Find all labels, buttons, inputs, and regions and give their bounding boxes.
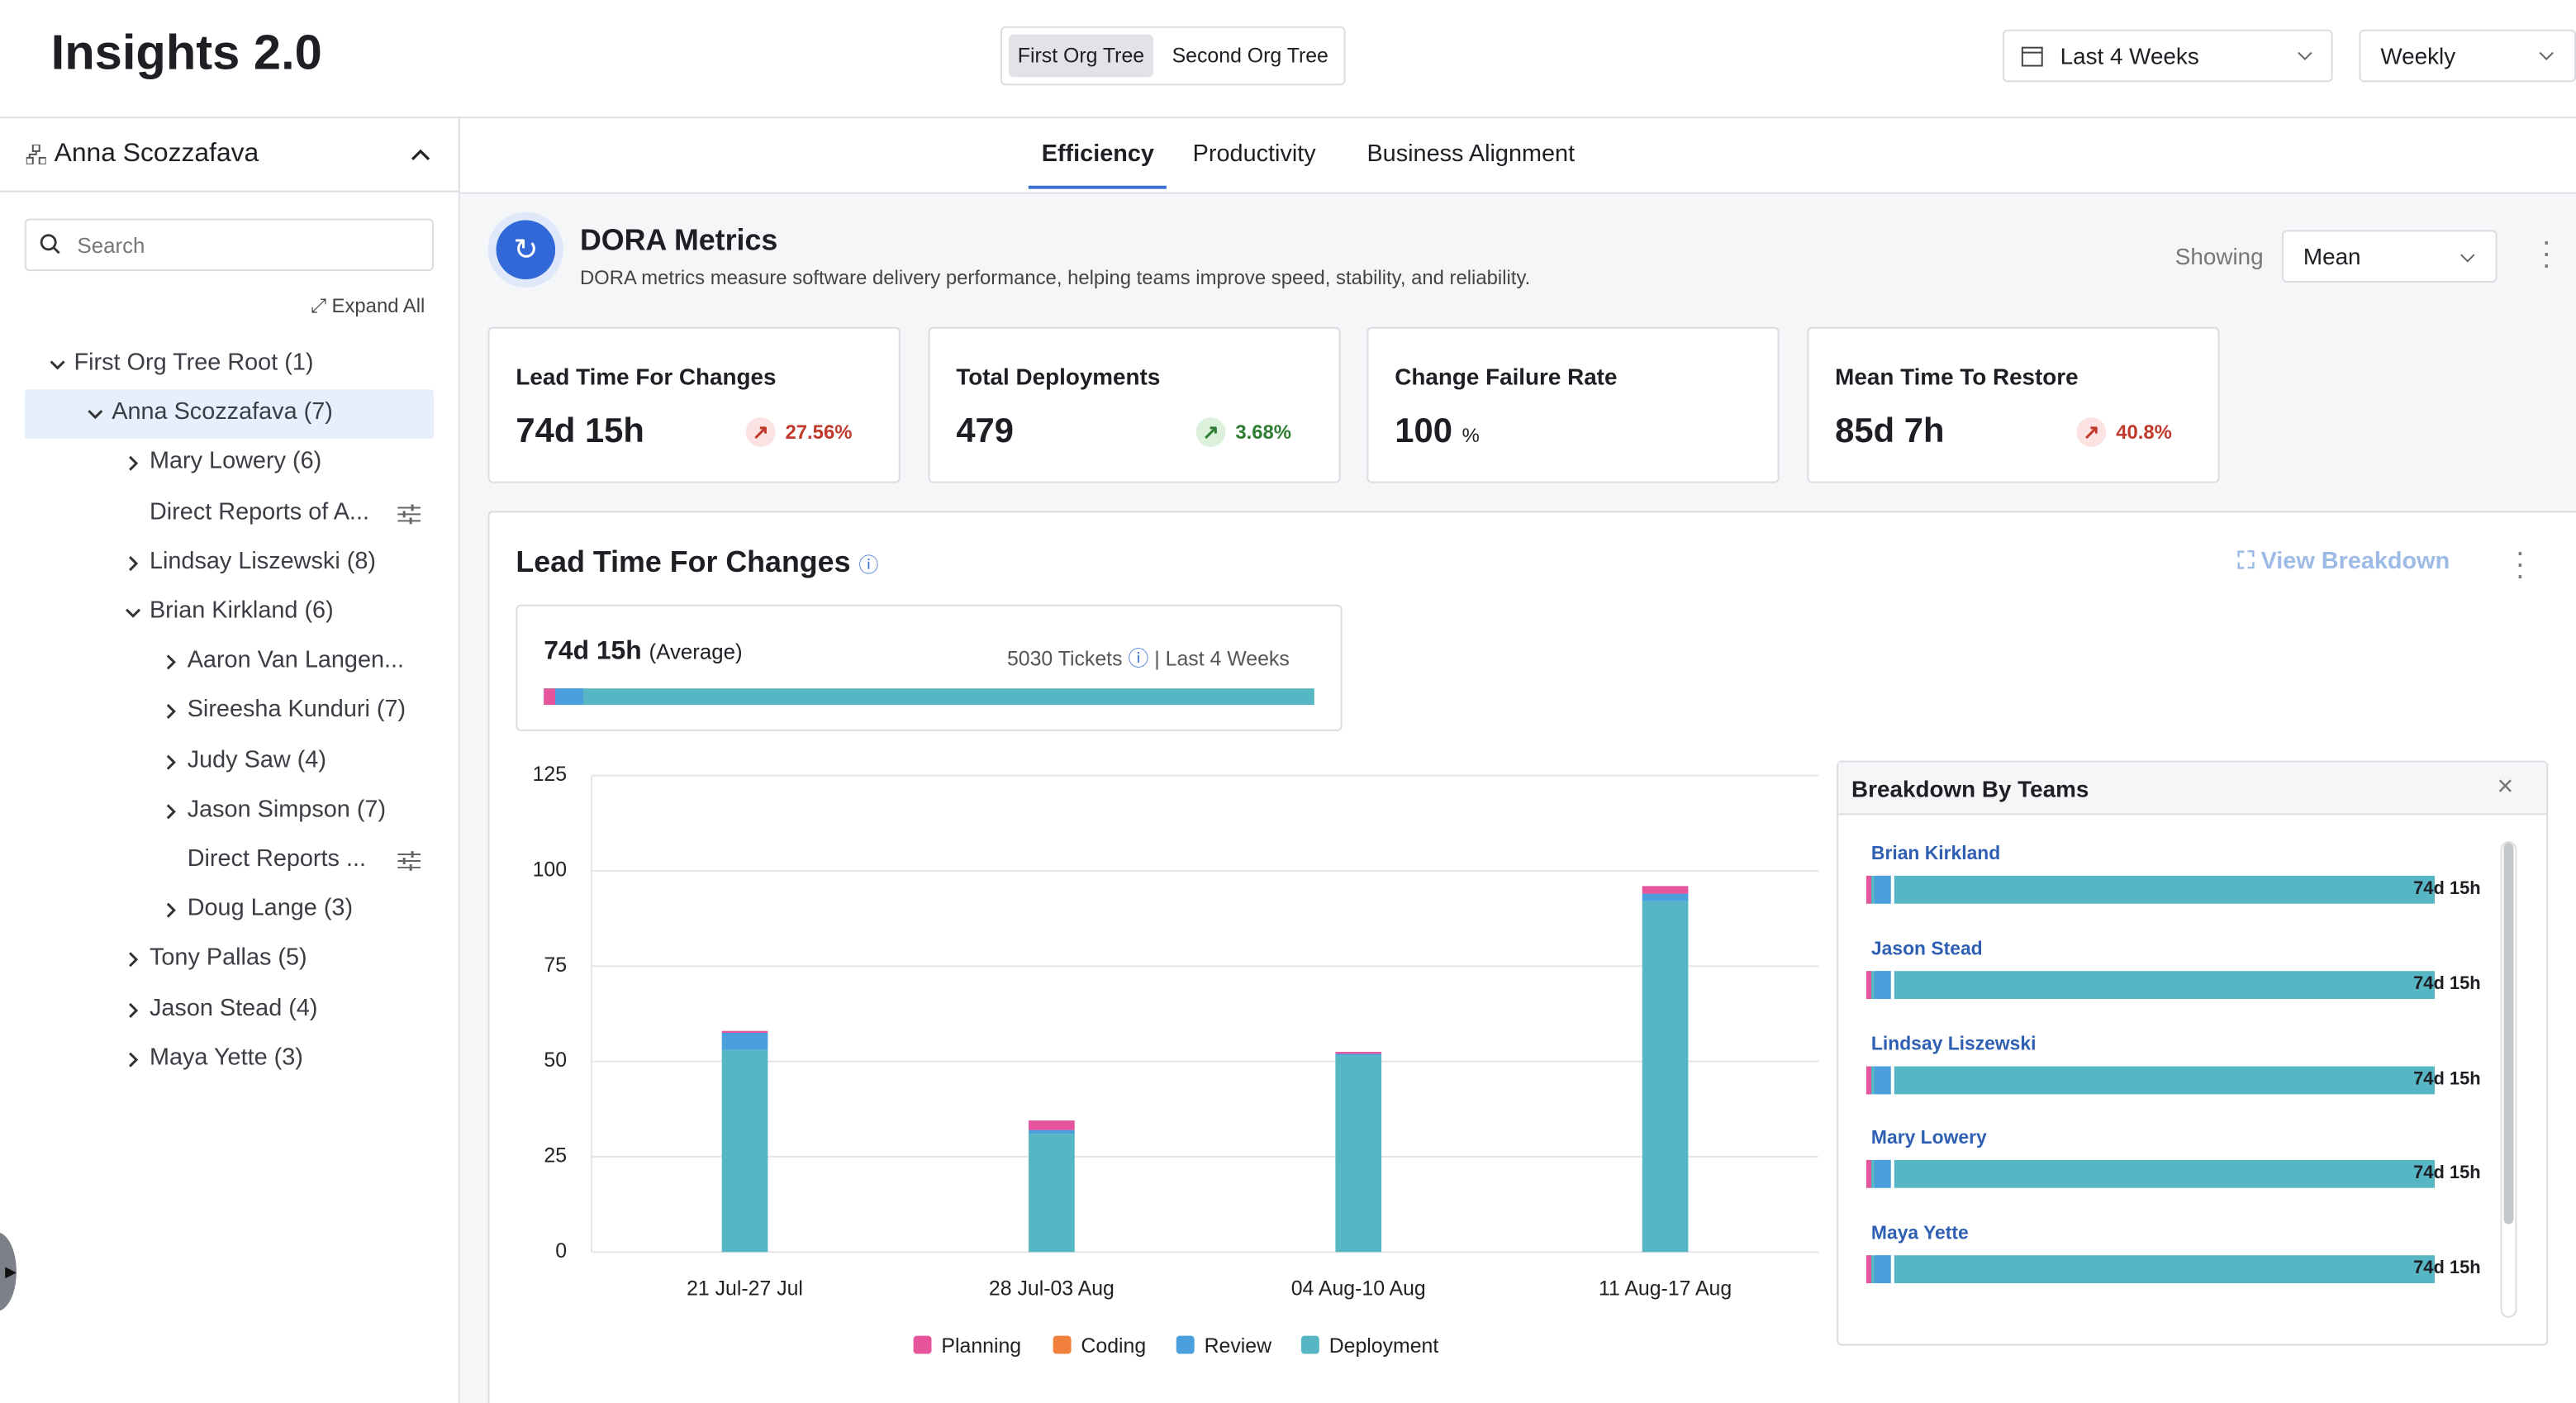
legend-label: Review [1205, 1335, 1272, 1358]
bar-segment [722, 1031, 768, 1033]
team-bar-planning [1866, 1161, 1871, 1189]
y-tick-label: 100 [533, 858, 567, 881]
x-tick-label: 11 Aug-17 Aug [1599, 1278, 1732, 1301]
team-value: 74d 15h [2413, 974, 2480, 994]
team-value: 74d 15h [2413, 879, 2480, 899]
team-name[interactable]: Jason Stead [1871, 939, 1983, 959]
y-tick-label: 75 [544, 954, 567, 977]
bar-segment [1642, 901, 1689, 1252]
team-name[interactable]: Lindsay Liszewski [1871, 1034, 2037, 1054]
team-bar-planning [1866, 876, 1871, 904]
bar-segment [1642, 886, 1689, 893]
bar-segment [1029, 1130, 1075, 1134]
team-bar-gap [1891, 1161, 1894, 1189]
team-bar-gap [1891, 1066, 1894, 1094]
close-button[interactable]: × [2498, 771, 2514, 804]
team-bar-gap [1891, 876, 1894, 904]
y-tick-label: 25 [544, 1144, 567, 1167]
bar-segment [1029, 1120, 1075, 1130]
legend-swatch [1301, 1336, 1319, 1354]
team-bar-gap [1891, 971, 1894, 999]
bar-segment [1335, 1052, 1381, 1053]
x-tick-label: 21 Jul-27 Jul [687, 1278, 803, 1301]
bar-segment [1642, 894, 1689, 901]
team-name[interactable]: Maya Yette [1871, 1225, 1969, 1244]
legend-label: Planning [941, 1335, 1021, 1358]
breakdown-title: Breakdown By Teams [1851, 776, 2089, 802]
team-value: 74d 15h [2413, 1164, 2480, 1184]
x-tick-label: 28 Jul-03 Aug [989, 1278, 1115, 1301]
legend-label: Coding [1081, 1335, 1146, 1358]
team-bar-planning [1866, 971, 1871, 999]
legend-swatch [1176, 1336, 1195, 1354]
x-tick-label: 04 Aug-10 Aug [1291, 1278, 1426, 1301]
legend-label: Deployment [1329, 1335, 1439, 1358]
bar-segment [1029, 1134, 1075, 1252]
team-bar-gap [1891, 1256, 1894, 1284]
team-bar-review [1875, 1161, 1891, 1189]
team-bar [1866, 1256, 2435, 1284]
legend-swatch [914, 1336, 932, 1354]
team-value: 74d 15h [2413, 1069, 2480, 1089]
y-tick-label: 125 [533, 763, 567, 786]
bar-segment [1335, 1053, 1381, 1055]
team-name[interactable]: Mary Lowery [1871, 1130, 1987, 1149]
team-bar-review [1875, 1066, 1891, 1094]
team-bar [1866, 876, 2435, 904]
team-bar-planning [1866, 1256, 1871, 1284]
bar-segment [1335, 1056, 1381, 1253]
bar-segment [722, 1033, 768, 1050]
team-bar-review [1875, 1256, 1891, 1284]
bar-segment [722, 1050, 768, 1253]
team-bar [1866, 1161, 2435, 1189]
scroll-thumb[interactable] [2504, 843, 2514, 1224]
team-value: 74d 15h [2413, 1259, 2480, 1279]
y-tick-label: 50 [544, 1049, 567, 1072]
y-tick-label: 0 [555, 1240, 567, 1263]
team-bar-review [1875, 971, 1891, 999]
team-name[interactable]: Brian Kirkland [1871, 844, 2000, 864]
team-bar-planning [1866, 1066, 1871, 1094]
team-bar-review [1875, 876, 1891, 904]
breakdown-panel: Breakdown By Teams × Brian Kirkland 74d 1… [1837, 761, 2548, 1346]
team-bar [1866, 971, 2435, 999]
team-bar [1866, 1066, 2435, 1094]
legend-swatch [1053, 1336, 1072, 1354]
